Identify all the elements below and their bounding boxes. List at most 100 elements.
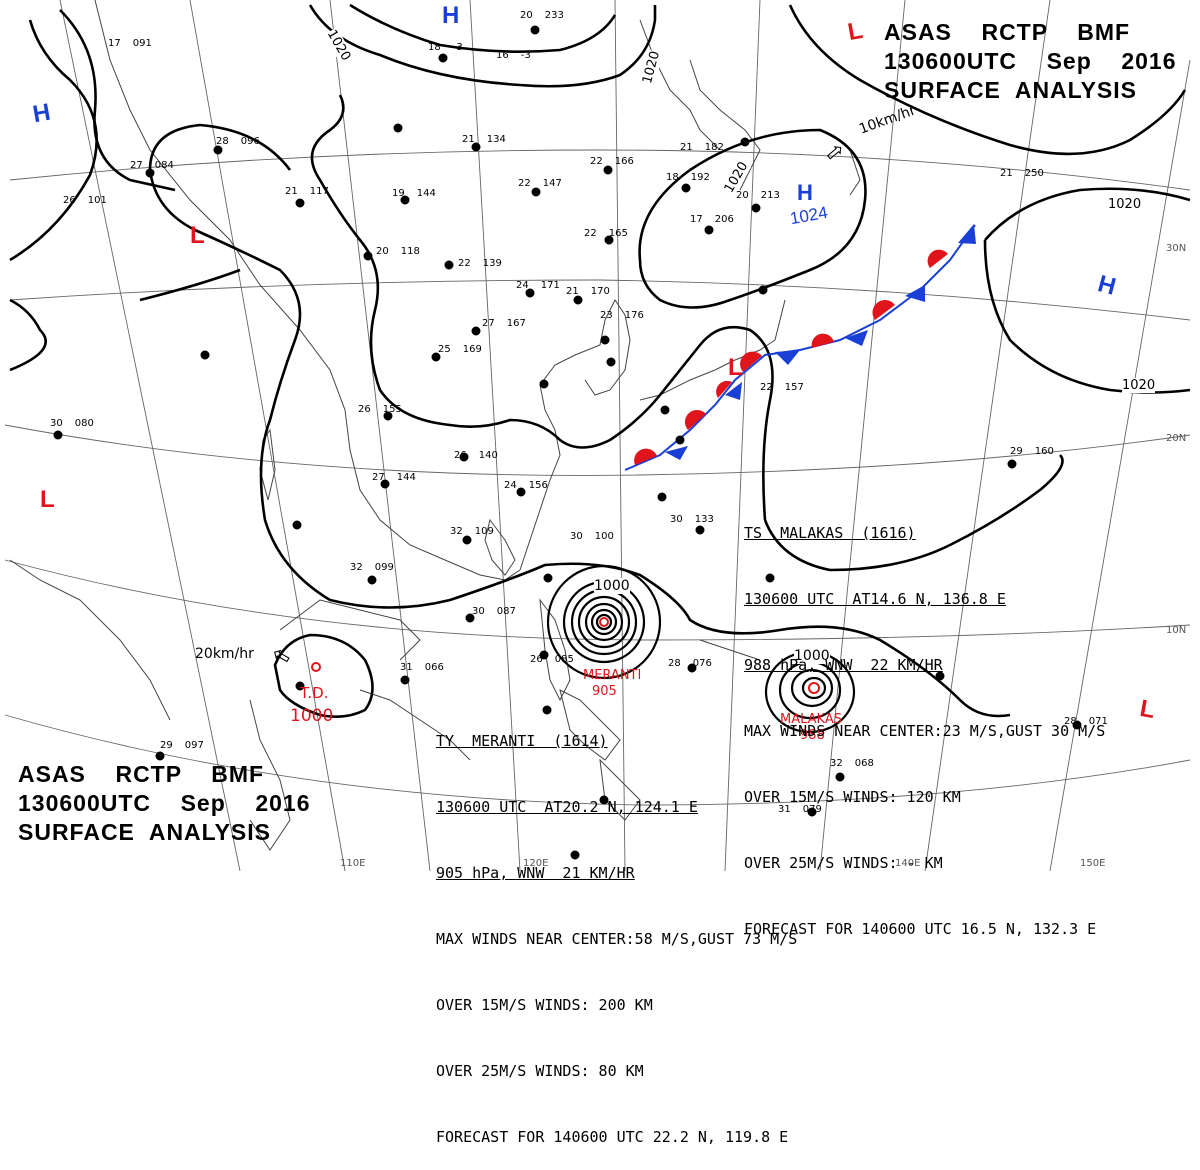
station-plot: 21 170 [566,286,610,297]
station-temp: 23 [600,310,613,321]
meranti-line6: OVER 25M/S WINDS: 80 KM [436,1062,644,1080]
low-center: L [190,222,205,249]
station-pressure: 071 [1088,716,1108,727]
station-plot: 16 -3 [496,50,531,61]
malakas-line4: MAX WINDS NEAR CENTER:23 M/S,GUST 30 M/S [744,722,1106,740]
station-plot: 29 160 [1010,446,1054,457]
station-plot: 26 140 [454,450,498,461]
station-pressure: 079 [802,804,822,815]
station-pressure: 182 [704,142,724,153]
lat-label: 20N [1166,433,1187,444]
station-plot: 18 192 [666,172,710,183]
station-pressure: 066 [424,662,444,673]
station-temp: 20 [376,246,389,257]
station-temp: 17 [108,38,121,49]
station-pressure: 080 [74,418,94,429]
station-pressure: 099 [374,562,394,573]
malakas-line3: 988 hPa, WNW 22 KM/HR [744,656,943,674]
station-plot: 24 156 [504,480,548,491]
station-pressure: 157 [784,382,804,393]
station-pressure: 144 [416,188,436,199]
station-pressure: 087 [496,606,516,617]
station-plot: 21 250 [1000,168,1044,179]
station-temp: 22 [584,228,597,239]
isobar-label: 1000 [594,578,630,594]
low-center: L [40,486,55,513]
station-plot: 32 068 [830,758,874,769]
isobar-label: 1020 [1122,378,1156,393]
station-pressure: 140 [478,450,498,461]
station-plot: 21 117 [285,186,329,197]
station-temp: 24 [516,280,529,291]
station-pressure: 100 [594,531,614,542]
station-pressure: 170 [590,286,610,297]
station-plot: 25 169 [438,344,482,355]
station-pressure: 206 [714,214,734,225]
station-pressure: 134 [486,134,506,145]
malakas-line7: FORECAST FOR 140600 UTC 16.5 N, 132.3 E [744,920,1097,938]
header-top-line3: SURFACE ANALYSIS [884,77,1138,103]
station-plot: 20 213 [736,190,780,201]
station-plot: 21 182 [680,142,724,153]
lon-label: 110E [340,858,366,869]
station-temp: 26 [63,195,76,206]
header-top-line2: 130600UTC Sep 2016 [884,48,1177,74]
station-temp: 16 [496,50,509,61]
station-temp: 21 [462,134,475,145]
station-plot: 31 066 [400,662,444,673]
station-plot: 19 144 [392,188,436,199]
station-temp: 17 [690,214,703,225]
header-bottom-line2: 130600UTC Sep 2016 [18,790,311,816]
station-pressure: 097 [184,740,204,751]
station-temp: 29 [1010,446,1023,457]
station-temp: 27 [130,160,143,171]
meranti-info: TY MERANTI (1614) 130600 UTC AT20.2 N, 1… [436,686,797,1170]
station-plot: 26 101 [63,195,107,206]
surface-analysis-map [4,0,1191,872]
station-plot: 23 176 [600,310,644,321]
station-plot: 28 076 [668,658,712,669]
meranti-line2: 130600 UTC AT20.2 N, 124.1 E [436,798,698,816]
lon-label: 120E [523,858,549,869]
lat-label: 10N [1166,625,1187,636]
station-pressure: 085 [554,654,574,665]
meranti-line7: FORECAST FOR 140600 UTC 22.2 N, 119.8 E [436,1128,789,1146]
coastlines [9,0,861,851]
station-pressure: 133 [694,514,714,525]
station-temp: 32 [350,562,363,573]
station-temp: 21 [680,142,693,153]
station-plot: 26 155 [358,404,402,415]
station-pressure: 091 [132,38,152,49]
station-temp: 30 [472,606,485,617]
station-temp: 31 [778,804,791,815]
malakas-line5: OVER 15M/S WINDS: 120 KM [744,788,961,806]
header-bottom-line3: SURFACE ANALYSIS [18,819,272,845]
station-pressure: 084 [154,160,174,171]
station-temp: 19 [392,188,405,199]
station-pressure: 165 [608,228,628,239]
station-pressure: 171 [540,280,560,291]
station-pressure: 144 [396,472,416,483]
station-pressure: 096 [240,136,260,147]
header-top: ASAS RCTP BMF 130600UTC Sep 2016 SURFACE… [884,18,1177,105]
station-plot: 24 171 [516,280,560,291]
station-temp: 20 [520,10,533,21]
meranti-line5: OVER 15M/S WINDS: 200 KM [436,996,653,1014]
station-pressure: 139 [482,258,502,269]
td-label: T.D. [300,684,329,702]
station-pressure: 233 [544,10,564,21]
station-plot: 18 -3 [428,42,463,53]
cold-front-triangles [665,224,976,460]
storm-pressure: 905 [592,684,617,699]
station-plot: 29 097 [160,740,204,751]
meranti-title: TY MERANTI (1614) [436,732,608,750]
station-temp: 22 [760,382,773,393]
station-temp: 28 [216,136,229,147]
station-plot: 31 079 [778,804,822,815]
station-temp: 29 [160,740,173,751]
station-pressure: 192 [690,172,710,183]
meranti-line3: 905 hPa, WNW 21 KM/HR [436,864,635,882]
station-plot: 27 167 [482,318,526,329]
station-temp: 27 [372,472,385,483]
station-temp: 18 [666,172,679,183]
